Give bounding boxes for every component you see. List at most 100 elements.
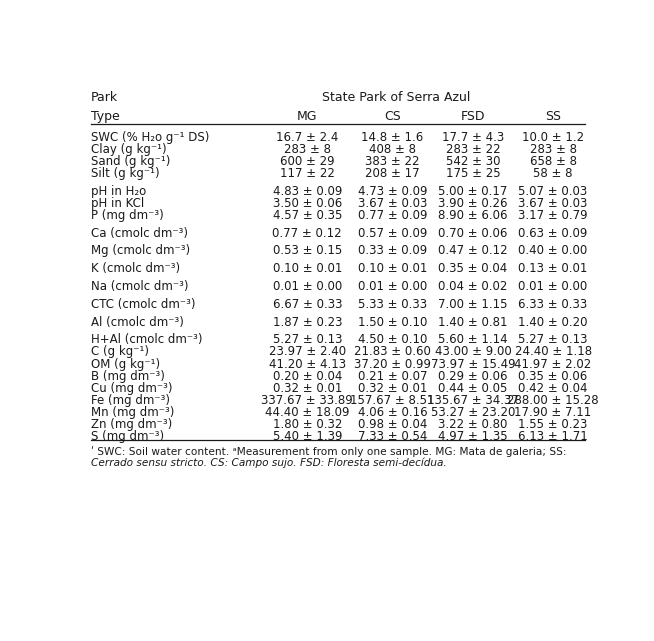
Text: Cerrado sensu stricto. CS: Campo sujo. FSD: Floresta semi-decídua.: Cerrado sensu stricto. CS: Campo sujo. F…	[91, 458, 447, 469]
Text: 0.98 ± 0.04: 0.98 ± 0.04	[358, 418, 427, 431]
Text: 0.01 ± 0.00: 0.01 ± 0.00	[519, 280, 588, 293]
Text: 24.40 ± 1.18: 24.40 ± 1.18	[515, 345, 592, 358]
Text: C (g kg⁻¹): C (g kg⁻¹)	[91, 345, 149, 358]
Text: 0.35 ± 0.06: 0.35 ± 0.06	[519, 370, 588, 383]
Text: CS: CS	[384, 110, 401, 124]
Text: Al (cmolᴄ dm⁻³): Al (cmolᴄ dm⁻³)	[91, 315, 184, 329]
Text: 41.20 ± 4.13: 41.20 ± 4.13	[269, 358, 346, 370]
Text: 4.73 ± 0.09: 4.73 ± 0.09	[358, 185, 427, 198]
Text: 0.42 ± 0.04: 0.42 ± 0.04	[519, 381, 588, 395]
Text: 0.01 ± 0.00: 0.01 ± 0.00	[273, 280, 342, 293]
Text: 58 ± 8: 58 ± 8	[534, 167, 573, 180]
Text: 0.77 ± 0.12: 0.77 ± 0.12	[273, 227, 342, 240]
Text: 208 ± 17: 208 ± 17	[365, 167, 420, 180]
Text: Mn (mg dm⁻³): Mn (mg dm⁻³)	[91, 406, 174, 419]
Text: 0.10 ± 0.01: 0.10 ± 0.01	[358, 262, 427, 275]
Text: 44.40 ± 18.09: 44.40 ± 18.09	[265, 406, 349, 419]
Text: P (mg dm⁻³): P (mg dm⁻³)	[91, 209, 164, 222]
Text: 14.8 ± 1.6: 14.8 ± 1.6	[361, 131, 424, 144]
Text: 73.97 ± 15.49: 73.97 ± 15.49	[431, 358, 515, 370]
Text: 6.67 ± 0.33: 6.67 ± 0.33	[273, 298, 342, 311]
Text: 3.90 ± 0.26: 3.90 ± 0.26	[438, 197, 508, 210]
Text: Silt (g kg⁻¹): Silt (g kg⁻¹)	[91, 167, 160, 180]
Text: Fe (mg dm⁻³): Fe (mg dm⁻³)	[91, 394, 170, 407]
Text: 0.53 ± 0.15: 0.53 ± 0.15	[273, 244, 342, 258]
Text: 3.50 ± 0.06: 3.50 ± 0.06	[273, 197, 342, 210]
Text: Cu (mg dm⁻³): Cu (mg dm⁻³)	[91, 381, 173, 395]
Text: 157.67 ± 8.51: 157.67 ± 8.51	[350, 394, 435, 407]
Text: 4.83 ± 0.09: 4.83 ± 0.09	[273, 185, 342, 198]
Text: FSD: FSD	[461, 110, 485, 124]
Text: pH in H₂o: pH in H₂o	[91, 185, 146, 198]
Text: Na (cmolᴄ dm⁻³): Na (cmolᴄ dm⁻³)	[91, 280, 188, 293]
Text: 16.7 ± 2.4: 16.7 ± 2.4	[276, 131, 339, 144]
Text: 0.63 ± 0.09: 0.63 ± 0.09	[519, 227, 588, 240]
Text: 0.77 ± 0.09: 0.77 ± 0.09	[358, 209, 427, 222]
Text: 0.44 ± 0.05: 0.44 ± 0.05	[438, 381, 508, 395]
Text: 600 ± 29: 600 ± 29	[280, 155, 335, 168]
Text: 17.90 ± 7.11: 17.90 ± 7.11	[515, 406, 592, 419]
Text: 0.33 ± 0.09: 0.33 ± 0.09	[358, 244, 427, 258]
Text: 1.55 ± 0.23: 1.55 ± 0.23	[519, 418, 588, 431]
Text: Park: Park	[91, 91, 118, 104]
Text: 658 ± 8: 658 ± 8	[530, 155, 577, 168]
Text: 0.47 ± 0.12: 0.47 ± 0.12	[438, 244, 508, 258]
Text: 5.27 ± 0.13: 5.27 ± 0.13	[273, 333, 342, 346]
Text: 0.10 ± 0.01: 0.10 ± 0.01	[273, 262, 342, 275]
Text: 1.87 ± 0.23: 1.87 ± 0.23	[273, 315, 342, 329]
Text: 383 ± 22: 383 ± 22	[365, 155, 420, 168]
Text: 542 ± 30: 542 ± 30	[446, 155, 500, 168]
Text: 0.21 ± 0.07: 0.21 ± 0.07	[358, 370, 427, 383]
Text: 41.97 ± 2.02: 41.97 ± 2.02	[515, 358, 592, 370]
Text: 5.40 ± 1.39: 5.40 ± 1.39	[273, 430, 342, 443]
Text: Ca (cmolᴄ dm⁻³): Ca (cmolᴄ dm⁻³)	[91, 227, 188, 240]
Text: 0.04 ± 0.02: 0.04 ± 0.02	[438, 280, 508, 293]
Text: State Park of Serra Azul: State Park of Serra Azul	[322, 91, 470, 104]
Text: 1.40 ± 0.20: 1.40 ± 0.20	[519, 315, 588, 329]
Text: 8.90 ± 6.06: 8.90 ± 6.06	[438, 209, 508, 222]
Text: MG: MG	[297, 110, 318, 124]
Text: 6.13 ± 1.71: 6.13 ± 1.71	[518, 430, 588, 443]
Text: 3.17 ± 0.79: 3.17 ± 0.79	[519, 209, 588, 222]
Text: OM (g kg⁻¹): OM (g kg⁻¹)	[91, 358, 160, 370]
Text: 283 ± 8: 283 ± 8	[284, 143, 331, 156]
Text: 3.67 ± 0.03: 3.67 ± 0.03	[519, 197, 588, 210]
Text: 0.13 ± 0.01: 0.13 ± 0.01	[519, 262, 588, 275]
Text: 408 ± 8: 408 ± 8	[369, 143, 416, 156]
Text: 4.50 ± 0.10: 4.50 ± 0.10	[358, 333, 427, 346]
Text: 288.00 ± 15.28: 288.00 ± 15.28	[508, 394, 599, 407]
Text: 0.01 ± 0.00: 0.01 ± 0.00	[358, 280, 427, 293]
Text: 0.32 ± 0.01: 0.32 ± 0.01	[273, 381, 342, 395]
Text: 0.70 ± 0.06: 0.70 ± 0.06	[438, 227, 508, 240]
Text: 135.67 ± 34.37: 135.67 ± 34.37	[427, 394, 519, 407]
Text: Mg (cmolᴄ dm⁻³): Mg (cmolᴄ dm⁻³)	[91, 244, 190, 258]
Text: 5.07 ± 0.03: 5.07 ± 0.03	[519, 185, 588, 198]
Text: 0.29 ± 0.06: 0.29 ± 0.06	[438, 370, 508, 383]
Text: 53.27 ± 23.20: 53.27 ± 23.20	[431, 406, 515, 419]
Text: 0.57 ± 0.09: 0.57 ± 0.09	[358, 227, 427, 240]
Text: H+Al (cmolᴄ dm⁻³): H+Al (cmolᴄ dm⁻³)	[91, 333, 202, 346]
Text: 0.32 ± 0.01: 0.32 ± 0.01	[358, 381, 427, 395]
Text: S (mg dm⁻³): S (mg dm⁻³)	[91, 430, 164, 443]
Text: 21.83 ± 0.60: 21.83 ± 0.60	[354, 345, 431, 358]
Text: CTC (cmolᴄ dm⁻³): CTC (cmolᴄ dm⁻³)	[91, 298, 196, 311]
Text: 5.33 ± 0.33: 5.33 ± 0.33	[358, 298, 427, 311]
Text: Type: Type	[91, 110, 120, 124]
Text: 283 ± 22: 283 ± 22	[446, 143, 500, 156]
Text: 5.60 ± 1.14: 5.60 ± 1.14	[438, 333, 508, 346]
Text: SWC (% H₂o g⁻¹ DS): SWC (% H₂o g⁻¹ DS)	[91, 131, 209, 144]
Text: 17.7 ± 4.3: 17.7 ± 4.3	[442, 131, 504, 144]
Text: 10.0 ± 1.2: 10.0 ± 1.2	[522, 131, 584, 144]
Text: 7.00 ± 1.15: 7.00 ± 1.15	[438, 298, 508, 311]
Text: ʹ SWC: Soil water content. ᵃMeasurement from only one sample. MG: Mata de galeri: ʹ SWC: Soil water content. ᵃMeasurement …	[91, 446, 566, 457]
Text: 175 ± 25: 175 ± 25	[446, 167, 500, 180]
Text: B (mg dm⁻³): B (mg dm⁻³)	[91, 370, 165, 383]
Text: 23.97 ± 2.40: 23.97 ± 2.40	[269, 345, 346, 358]
Text: pH in KCl: pH in KCl	[91, 197, 144, 210]
Text: 3.67 ± 0.03: 3.67 ± 0.03	[358, 197, 427, 210]
Text: 1.40 ± 0.81: 1.40 ± 0.81	[438, 315, 508, 329]
Text: 37.20 ± 0.99: 37.20 ± 0.99	[354, 358, 431, 370]
Text: 4.57 ± 0.35: 4.57 ± 0.35	[273, 209, 342, 222]
Text: 5.00 ± 0.17: 5.00 ± 0.17	[438, 185, 508, 198]
Text: Clay (g kg⁻¹): Clay (g kg⁻¹)	[91, 143, 167, 156]
